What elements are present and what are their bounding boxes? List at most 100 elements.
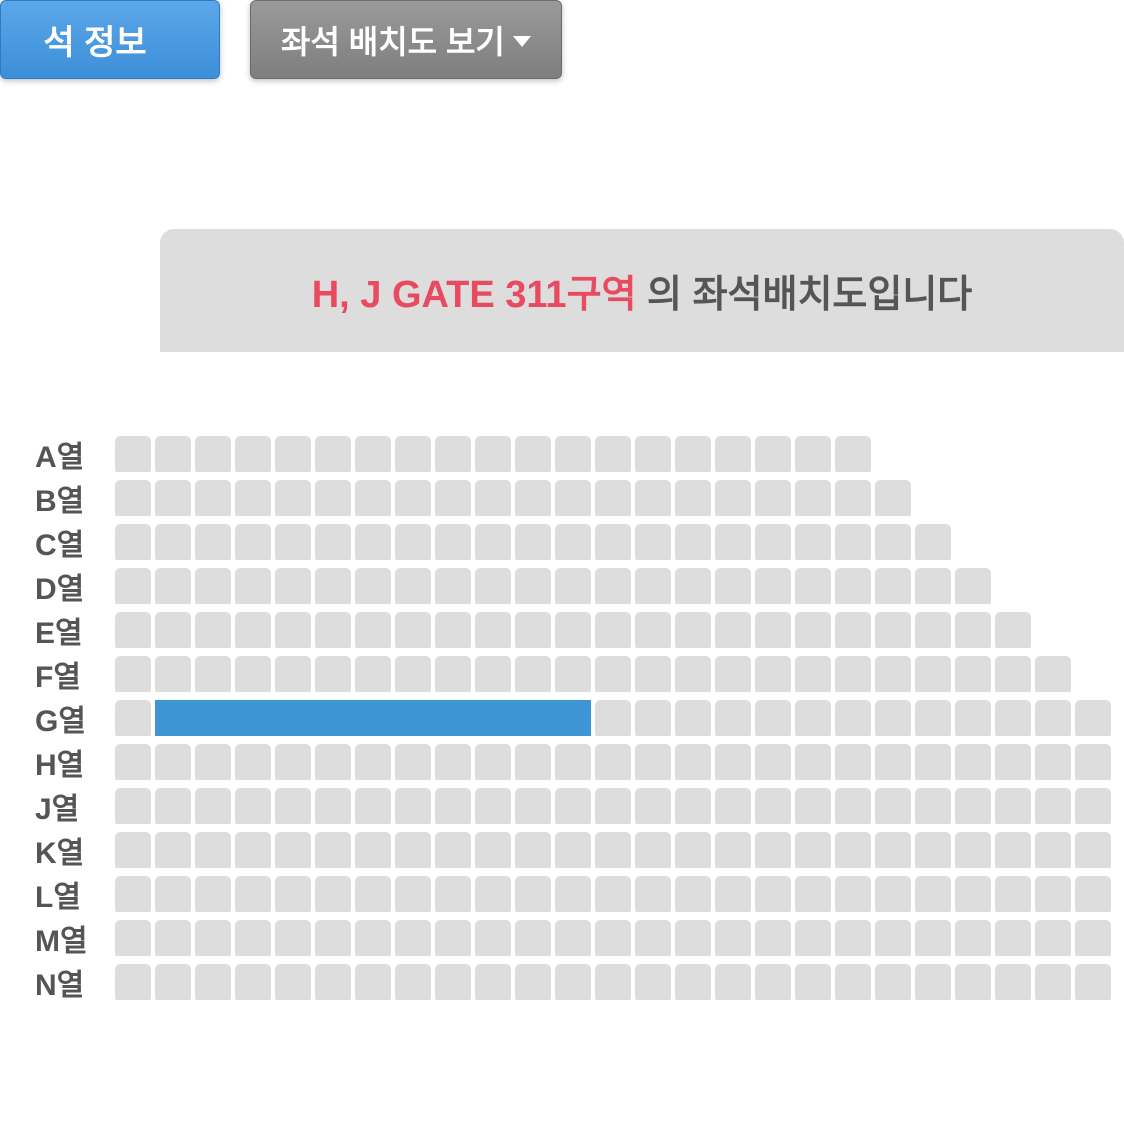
seat[interactable] bbox=[955, 656, 991, 692]
seat[interactable] bbox=[1035, 700, 1071, 736]
seat[interactable] bbox=[635, 568, 671, 604]
seat[interactable] bbox=[1075, 876, 1111, 912]
seat[interactable] bbox=[875, 656, 911, 692]
seat[interactable] bbox=[395, 832, 431, 868]
seat[interactable] bbox=[115, 788, 151, 824]
seat[interactable] bbox=[555, 436, 591, 472]
seat[interactable] bbox=[1075, 700, 1111, 736]
seat[interactable] bbox=[635, 524, 671, 560]
seat[interactable] bbox=[555, 920, 591, 956]
seat[interactable] bbox=[795, 788, 831, 824]
seat[interactable] bbox=[515, 964, 551, 1000]
seat[interactable] bbox=[115, 744, 151, 780]
seat[interactable] bbox=[595, 524, 631, 560]
seat[interactable] bbox=[835, 612, 871, 648]
seat[interactable] bbox=[555, 964, 591, 1000]
seat[interactable] bbox=[755, 612, 791, 648]
seat[interactable] bbox=[1035, 832, 1071, 868]
seat[interactable] bbox=[555, 832, 591, 868]
seat[interactable] bbox=[195, 480, 231, 516]
seat[interactable] bbox=[835, 832, 871, 868]
seat-info-button[interactable]: 석 정보 bbox=[0, 0, 220, 79]
seat[interactable] bbox=[195, 744, 231, 780]
seat[interactable] bbox=[355, 876, 391, 912]
seat[interactable] bbox=[235, 480, 271, 516]
seat[interactable] bbox=[795, 876, 831, 912]
seat[interactable] bbox=[195, 876, 231, 912]
seat[interactable] bbox=[115, 436, 151, 472]
seat[interactable] bbox=[395, 436, 431, 472]
seat[interactable] bbox=[795, 568, 831, 604]
seat[interactable] bbox=[355, 480, 391, 516]
seat[interactable] bbox=[275, 920, 311, 956]
seat[interactable] bbox=[355, 832, 391, 868]
seat[interactable] bbox=[435, 744, 471, 780]
seat[interactable] bbox=[1075, 920, 1111, 956]
seat[interactable] bbox=[555, 612, 591, 648]
seat[interactable] bbox=[755, 568, 791, 604]
seat[interactable] bbox=[115, 876, 151, 912]
seat[interactable] bbox=[315, 480, 351, 516]
seat[interactable] bbox=[635, 876, 671, 912]
seat[interactable] bbox=[315, 524, 351, 560]
seat[interactable] bbox=[395, 788, 431, 824]
seat[interactable] bbox=[435, 788, 471, 824]
seat[interactable] bbox=[475, 832, 511, 868]
seat[interactable] bbox=[595, 744, 631, 780]
seat[interactable] bbox=[755, 436, 791, 472]
seat[interactable] bbox=[875, 788, 911, 824]
seat[interactable] bbox=[675, 612, 711, 648]
seat[interactable] bbox=[155, 920, 191, 956]
seat[interactable] bbox=[315, 788, 351, 824]
seat[interactable] bbox=[995, 612, 1031, 648]
seat[interactable] bbox=[355, 744, 391, 780]
seat[interactable] bbox=[595, 656, 631, 692]
seat[interactable] bbox=[915, 788, 951, 824]
seat[interactable] bbox=[355, 436, 391, 472]
seat[interactable] bbox=[955, 744, 991, 780]
seat[interactable] bbox=[835, 656, 871, 692]
seat[interactable] bbox=[475, 920, 511, 956]
seat[interactable] bbox=[155, 832, 191, 868]
seat[interactable] bbox=[595, 920, 631, 956]
seat[interactable] bbox=[595, 964, 631, 1000]
seat[interactable] bbox=[275, 964, 311, 1000]
seat[interactable] bbox=[915, 920, 951, 956]
seat[interactable] bbox=[555, 480, 591, 516]
seat[interactable] bbox=[355, 568, 391, 604]
seat[interactable] bbox=[995, 700, 1031, 736]
seat[interactable] bbox=[235, 964, 271, 1000]
seat[interactable] bbox=[515, 920, 551, 956]
seat[interactable] bbox=[715, 744, 751, 780]
seat[interactable] bbox=[115, 524, 151, 560]
seat[interactable] bbox=[875, 612, 911, 648]
seat[interactable] bbox=[271, 700, 311, 736]
seat[interactable] bbox=[515, 436, 551, 472]
seat[interactable] bbox=[715, 480, 751, 516]
seat[interactable] bbox=[915, 832, 951, 868]
seat[interactable] bbox=[1075, 744, 1111, 780]
seat[interactable] bbox=[795, 656, 831, 692]
seat[interactable] bbox=[675, 788, 711, 824]
seat[interactable] bbox=[675, 436, 711, 472]
seat[interactable] bbox=[995, 656, 1031, 692]
seat[interactable] bbox=[115, 480, 151, 516]
seat[interactable] bbox=[875, 920, 911, 956]
seat[interactable] bbox=[315, 436, 351, 472]
seat[interactable] bbox=[955, 832, 991, 868]
seat[interactable] bbox=[595, 700, 631, 736]
seat[interactable] bbox=[355, 964, 391, 1000]
seat[interactable] bbox=[315, 612, 351, 648]
seat[interactable] bbox=[351, 700, 391, 736]
seat[interactable] bbox=[675, 480, 711, 516]
seat[interactable] bbox=[515, 788, 551, 824]
seat[interactable] bbox=[1075, 788, 1111, 824]
seat[interactable] bbox=[395, 744, 431, 780]
seat[interactable] bbox=[915, 700, 951, 736]
seat[interactable] bbox=[635, 832, 671, 868]
seat[interactable] bbox=[795, 436, 831, 472]
seat[interactable] bbox=[475, 876, 511, 912]
seat[interactable] bbox=[435, 832, 471, 868]
seat[interactable] bbox=[395, 876, 431, 912]
seat[interactable] bbox=[235, 832, 271, 868]
